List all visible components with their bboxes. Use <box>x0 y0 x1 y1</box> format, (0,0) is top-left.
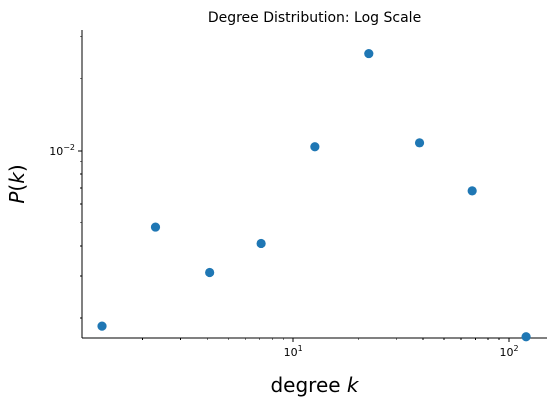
data-point <box>256 238 266 249</box>
y-tick-label: 10−2 <box>49 143 75 158</box>
data-point <box>150 222 161 232</box>
data-point <box>97 321 107 331</box>
data-point <box>521 332 531 342</box>
chart-title: Degree Distribution: Log Scale <box>208 10 421 26</box>
y-axis-label-open: ( <box>5 184 29 192</box>
data-points <box>97 48 531 342</box>
data-point <box>310 142 320 152</box>
data-point <box>364 48 374 59</box>
y-axis-label-variable: k <box>5 171 29 184</box>
y-axis-label-close: ) <box>5 164 29 172</box>
x-axis-label-text: degree <box>270 373 346 397</box>
x-tick-label: 102 <box>499 344 518 359</box>
plot-area: 101 102 10−2 <box>49 30 547 359</box>
x-tick-label: 101 <box>284 344 303 359</box>
y-axis-label-p: P <box>5 191 29 204</box>
data-point <box>205 267 215 278</box>
y-axis-label: P(k) <box>5 164 29 203</box>
x-axis-label-variable: k <box>347 373 360 397</box>
data-point <box>414 138 425 148</box>
y-axis-ticks: 10−2 <box>49 36 82 319</box>
x-axis-label: degree k <box>270 373 359 397</box>
x-axis-ticks: 101 102 <box>141 338 519 359</box>
data-point <box>467 186 477 196</box>
